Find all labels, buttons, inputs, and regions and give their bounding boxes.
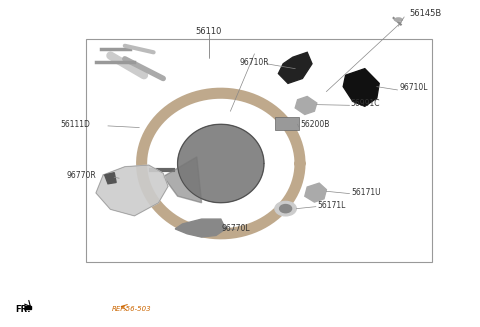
Polygon shape [105, 173, 116, 184]
Text: 56111D: 56111D [60, 120, 90, 129]
Text: FR.: FR. [15, 304, 31, 314]
Polygon shape [163, 157, 202, 203]
Text: 96770L: 96770L [222, 224, 251, 233]
Text: 56200B: 56200B [300, 120, 329, 129]
Polygon shape [305, 183, 326, 202]
Ellipse shape [279, 205, 291, 213]
Text: 56145B: 56145B [409, 9, 441, 18]
Text: 96710L: 96710L [399, 83, 428, 92]
Ellipse shape [394, 18, 403, 22]
Polygon shape [175, 219, 226, 237]
Polygon shape [343, 69, 379, 106]
Polygon shape [278, 52, 312, 83]
Text: REF.56-503: REF.56-503 [112, 306, 152, 312]
Ellipse shape [275, 201, 296, 216]
FancyBboxPatch shape [275, 117, 299, 130]
Bar [25, 306, 31, 309]
Text: 56171L: 56171L [318, 201, 346, 210]
Polygon shape [178, 124, 264, 203]
Text: 56991C: 56991C [350, 99, 380, 108]
Text: 56110: 56110 [196, 26, 222, 36]
Text: 56171U: 56171U [351, 188, 381, 197]
Text: 96770R: 96770R [66, 171, 96, 180]
Polygon shape [96, 165, 168, 216]
Text: 96710R: 96710R [239, 58, 269, 67]
Polygon shape [295, 96, 317, 114]
